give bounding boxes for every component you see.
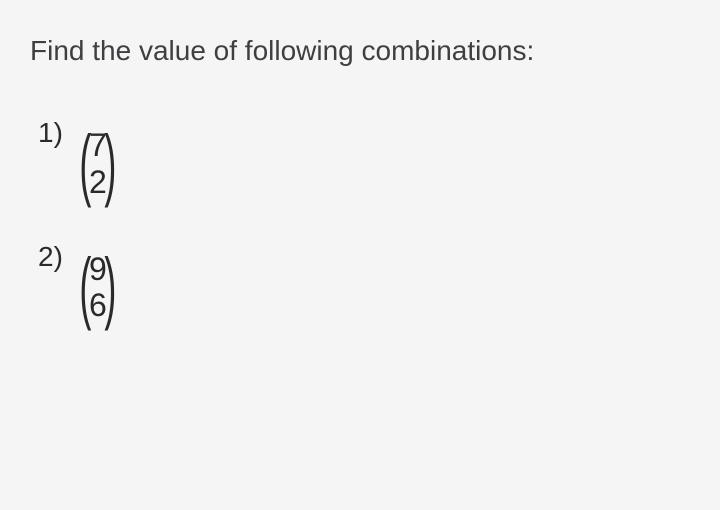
binomial-1: ( 7 2 ) [72,127,123,201]
problem-1: 1) ( 7 2 ) [38,117,690,201]
page-title: Find the value of following combinations… [30,35,690,67]
left-paren-icon: ( [80,252,92,322]
right-paren-icon: ) [104,129,116,199]
problem-number-1: 1) [38,117,63,149]
binomial-2: ( 9 6 ) [72,251,123,325]
problem-number-2: 2) [38,241,63,273]
problem-2: 2) ( 9 6 ) [38,241,690,325]
right-paren-icon: ) [104,252,116,322]
left-paren-icon: ( [80,129,92,199]
